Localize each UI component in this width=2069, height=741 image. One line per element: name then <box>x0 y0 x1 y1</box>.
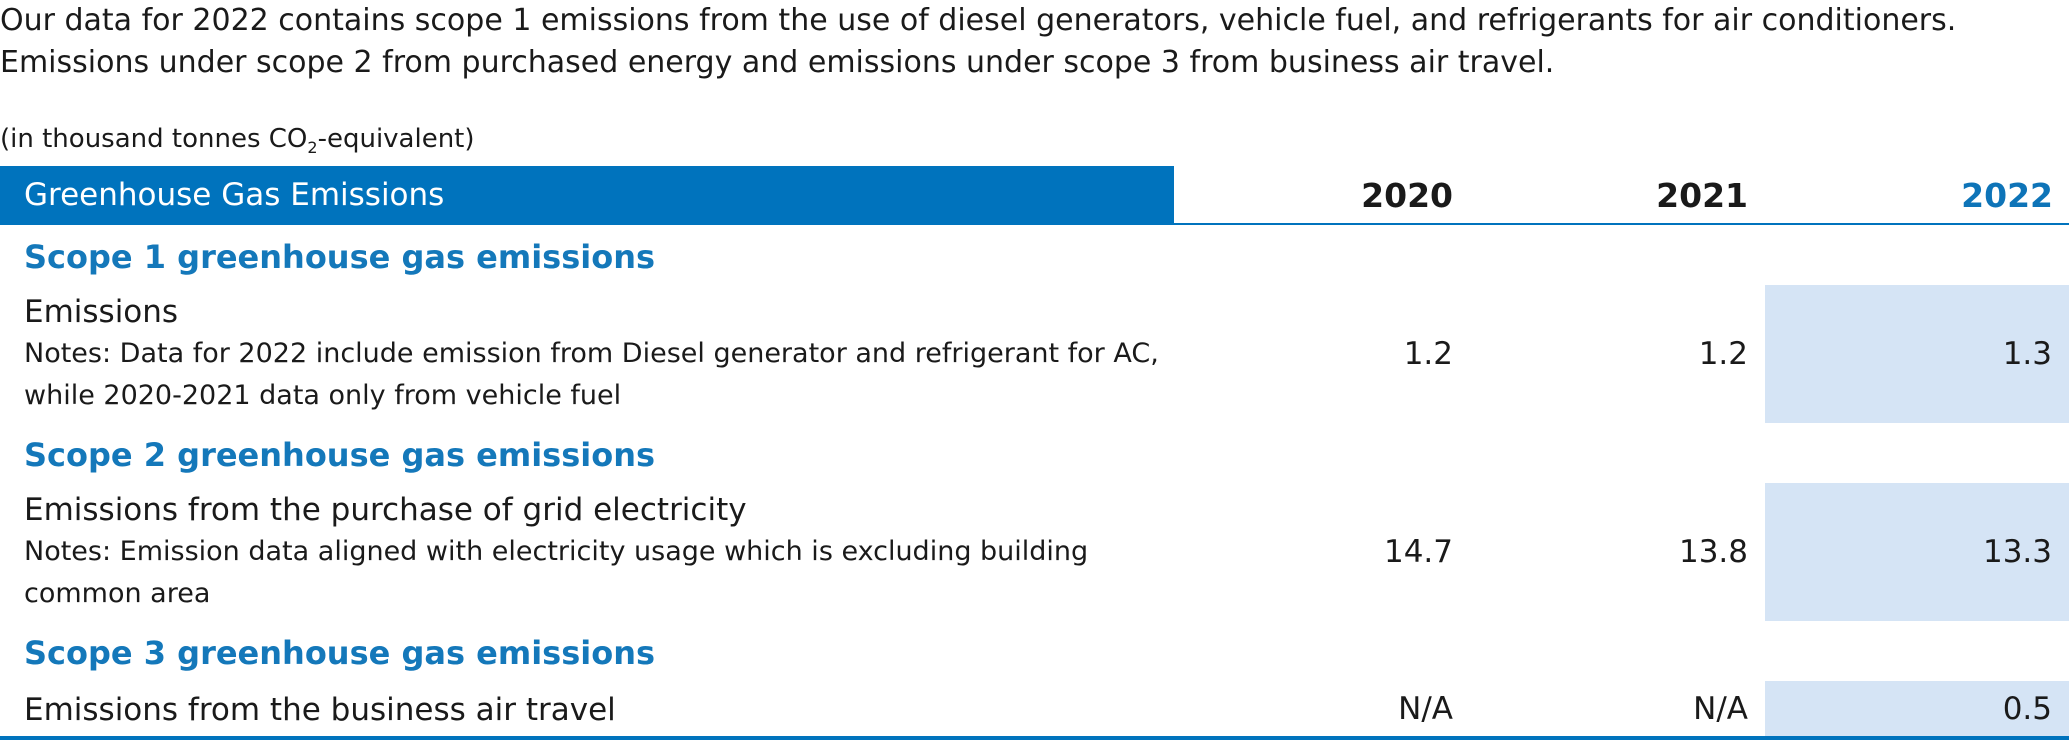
scope-1-title: Scope 1 greenhouse gas emissions <box>24 238 656 276</box>
table-header-label: Greenhouse Gas Emissions <box>0 166 1174 225</box>
table-row: Emissions from the business air travel N… <box>0 681 2069 736</box>
unit-suffix: -equivalent) <box>317 124 475 154</box>
value-2022: 1.3 <box>1765 285 2069 423</box>
value-2022: 13.3 <box>1765 483 2069 621</box>
table-header: Greenhouse Gas Emissions 2020 2021 2022 <box>0 166 2069 225</box>
value-2022: 0.5 <box>1765 681 2069 736</box>
intro-paragraph: Our data for 2022 contains scope 1 emiss… <box>0 0 2069 84</box>
value-2021: 13.8 <box>1678 534 1748 570</box>
intro-line-2: Emissions under scope 2 from purchased e… <box>0 45 1555 80</box>
row-label: Emissions <box>24 294 179 330</box>
header-divider <box>1174 223 2069 225</box>
intro-line-1: Our data for 2022 contains scope 1 emiss… <box>0 3 1957 38</box>
row-note: Notes: Emission data aligned with electr… <box>24 536 1089 609</box>
unit-note: (in thousand tonnes CO2-equivalent) <box>0 121 475 166</box>
scope-2-title: Scope 2 greenhouse gas emissions <box>24 436 656 474</box>
value-2020: N/A <box>1398 690 1453 727</box>
row-description: Emissions from the purchase of grid elec… <box>24 489 1164 615</box>
unit-subscript: 2 <box>307 138 318 157</box>
unit-prefix: (in thousand tonnes CO <box>0 124 308 154</box>
year-2020-header: 2020 <box>1361 176 1453 215</box>
value-2021: N/A <box>1693 690 1748 727</box>
row-description: Emissions Notes: Data for 2022 include e… <box>24 291 1164 417</box>
value-2020: 14.7 <box>1383 534 1453 570</box>
scope-3-title: Scope 3 greenhouse gas emissions <box>24 634 656 672</box>
table-row: Emissions Notes: Data for 2022 include e… <box>0 285 2069 423</box>
year-2021-header: 2021 <box>1656 176 1748 215</box>
row-label: Emissions from the business air travel <box>24 692 616 728</box>
row-description: Emissions from the business air travel <box>24 689 1164 731</box>
row-label: Emissions from the purchase of grid elec… <box>24 492 747 528</box>
value-2021: 1.2 <box>1698 336 1748 372</box>
table-bottom-rule <box>0 736 2069 740</box>
year-2022-header: 2022 <box>1961 176 2053 215</box>
table-row: Emissions from the purchase of grid elec… <box>0 483 2069 621</box>
value-2020: 1.2 <box>1403 336 1453 372</box>
row-note: Notes: Data for 2022 include emission fr… <box>24 338 1159 411</box>
